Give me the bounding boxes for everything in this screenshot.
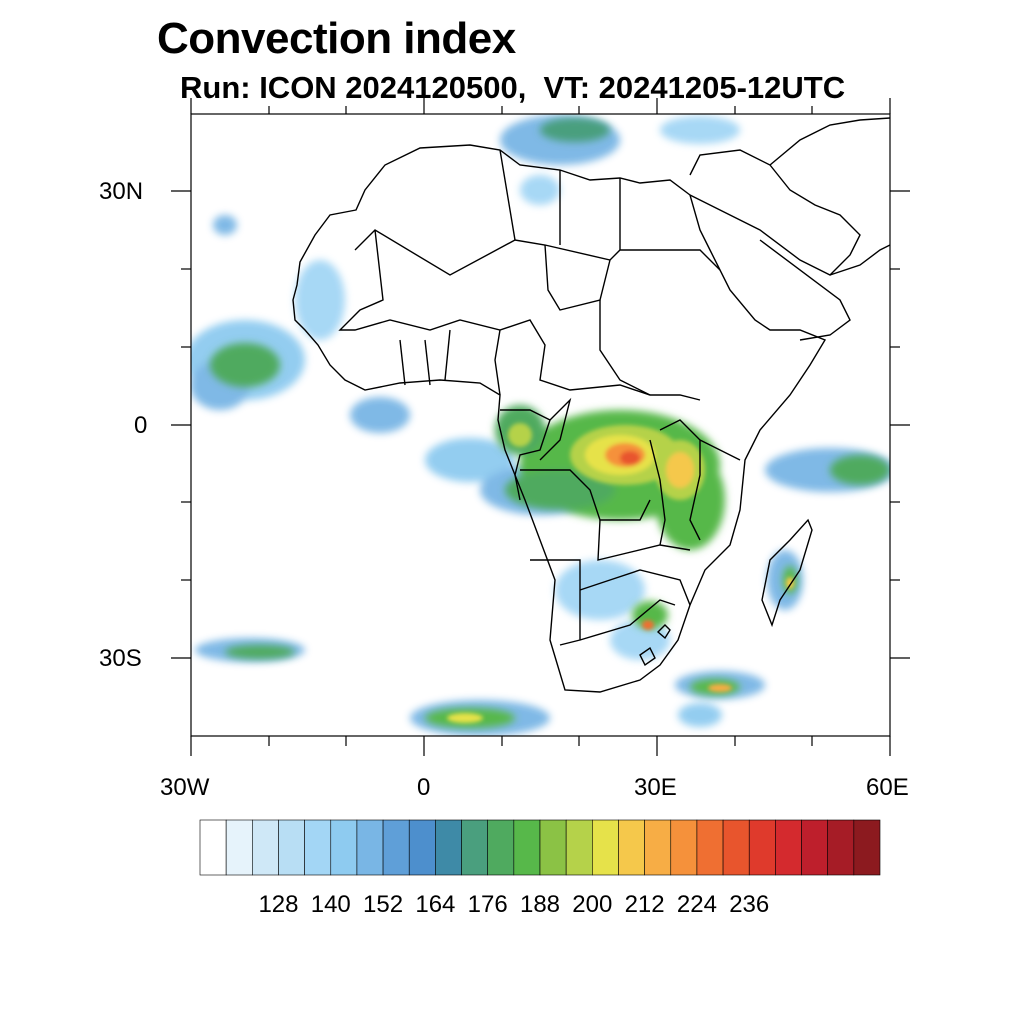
coastlines-and-borders (292, 117, 890, 693)
colorbar-cell (382, 819, 410, 876)
x-tick-label: 0 (417, 774, 431, 801)
colorbar-label: 236 (729, 891, 769, 918)
colorbar-label: 164 (415, 891, 455, 918)
colorbar-cell (670, 819, 698, 876)
colorbar-label: 212 (625, 891, 665, 918)
colorbar-cell (513, 819, 541, 876)
colorbar-cell (199, 819, 227, 876)
colorbar-cell (618, 819, 645, 876)
colorbar-label: 152 (363, 891, 403, 918)
colorbar-label: 140 (311, 891, 351, 918)
colorbar-label: 128 (258, 891, 298, 918)
y-tick-label: 0 (134, 412, 148, 439)
y-tick-label: 30N (99, 178, 144, 205)
map-subtitle: Run: ICON 2024120500, VT: 20241205-12UTC (180, 70, 846, 105)
colorbar-cell (722, 819, 750, 876)
colorbar-cell (539, 819, 567, 876)
map-title: Convection index (157, 14, 516, 63)
colorbar-cell (592, 819, 619, 876)
colorbar-cell (356, 819, 384, 876)
axis-ticks (171, 98, 910, 756)
colorbar-cell (225, 819, 253, 876)
colorbar-label: 224 (677, 891, 717, 918)
colorbar-cell (853, 819, 881, 876)
colorbar-cell (827, 819, 855, 876)
colorbar-cell (748, 819, 776, 876)
colorbar-cell (644, 819, 672, 876)
colorbar-cell (801, 819, 828, 876)
x-tick-label: 30W (160, 774, 210, 801)
colorbar-cell (278, 819, 305, 876)
colorbar-cell (487, 819, 515, 876)
colorbar-cell (304, 819, 332, 876)
colorbar-cells (199, 819, 881, 876)
colorbar-label: 176 (468, 891, 508, 918)
x-tick-label: 60E (866, 774, 909, 801)
colorbar-labels: 128 140 152 164 176 188 200 212 224 236 (258, 891, 769, 918)
x-tick-label: 30E (634, 774, 677, 801)
convection-field (191, 115, 890, 736)
colorbar-cell (408, 819, 436, 876)
colorbar-cell (435, 819, 462, 876)
y-tick-label: 30S (99, 645, 142, 672)
colorbar-cell (565, 819, 593, 876)
colorbar-cell (330, 819, 358, 876)
colorbar-cell (696, 819, 724, 876)
colorbar-cell (461, 819, 488, 876)
colorbar-cell (775, 819, 802, 876)
colorbar-label: 200 (572, 891, 612, 918)
colorbar-label: 188 (520, 891, 560, 918)
colorbar-cell (252, 819, 279, 876)
